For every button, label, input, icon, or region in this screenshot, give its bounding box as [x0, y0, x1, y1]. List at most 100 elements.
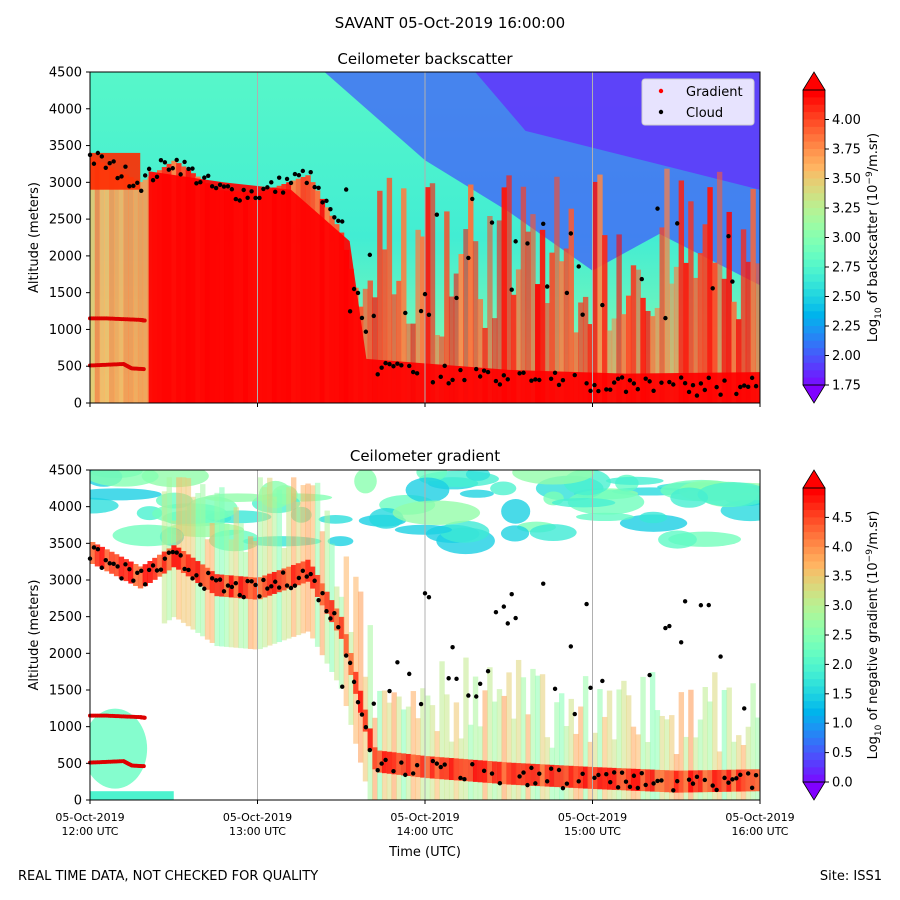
cloud-point [237, 592, 242, 598]
cloud-point [477, 374, 483, 379]
colorbar-tick-label: 1.0 [832, 717, 853, 732]
cloud-point [690, 383, 696, 388]
cloud-point [521, 370, 526, 375]
cloud-point [572, 711, 577, 717]
cloud-point [422, 591, 428, 596]
cloud-point [347, 309, 353, 314]
cloud-point [529, 765, 534, 771]
cloud-point [698, 381, 704, 386]
colorbar-segment [803, 532, 825, 541]
cloud-point [556, 767, 562, 773]
cloud-point [474, 694, 479, 699]
cloud-point [702, 777, 708, 783]
cloud-point [355, 699, 361, 705]
cloud-point [178, 172, 183, 177]
cloud-point [336, 218, 341, 224]
cloud-point [655, 206, 660, 211]
cloud-point [749, 375, 755, 381]
colorbar-segment [803, 141, 825, 150]
y-tick-label: 4500 [49, 464, 82, 479]
y-tick-label: 1500 [49, 684, 82, 699]
cloud-point [343, 187, 349, 192]
colorbar-tick-label: 1.75 [832, 379, 861, 394]
cloud-point [742, 706, 747, 711]
cloud-point [391, 768, 396, 774]
cloud-point [726, 780, 731, 785]
cloud-point [544, 284, 550, 289]
colorbar-tick-label: 3.5 [832, 570, 853, 585]
cloud-point [217, 182, 223, 187]
heatmap-field [90, 470, 760, 800]
cloud-point [430, 380, 436, 385]
colorbar-segment [803, 561, 825, 570]
cloud-point [470, 196, 475, 202]
cloud-point [706, 602, 711, 608]
cloud-point [710, 783, 715, 788]
colorbar-segment [803, 134, 825, 143]
gradient-point [141, 367, 146, 372]
cloud-point [505, 377, 510, 382]
cloud-point [623, 389, 629, 395]
cloud-point [142, 582, 148, 587]
cloud-point [257, 594, 262, 599]
cloud-point [541, 581, 546, 586]
colorbar-segment [803, 517, 825, 526]
cloud-point [379, 365, 384, 370]
cloud-point [407, 363, 412, 369]
cloud-point [206, 570, 211, 576]
cloud-point [663, 625, 668, 631]
cloud-point [753, 773, 759, 778]
colorbar-segment [803, 620, 825, 629]
cloud-point [706, 375, 711, 381]
cloud-point [592, 775, 597, 781]
cloud-point [265, 185, 270, 190]
colorbar-segment [803, 612, 825, 621]
x-axis-label: Time (UTC) [388, 845, 461, 860]
cloud-point [300, 568, 306, 573]
cloud-point [217, 577, 223, 582]
x-tick-time: 15:00 UTC [564, 825, 621, 838]
cloud-point [103, 165, 108, 170]
colorbar-segment [803, 326, 825, 334]
cloud-point [584, 381, 589, 386]
cloud-point [533, 377, 538, 382]
cloud-point [410, 369, 416, 375]
colorbar-segment [803, 163, 825, 172]
cloud-point [604, 772, 609, 777]
cloud-point [115, 564, 120, 569]
cloud-point [509, 591, 514, 597]
colorbar-segment [803, 679, 825, 688]
cloud-point [655, 778, 660, 784]
cloud-point [91, 545, 97, 550]
cloud-point [292, 171, 298, 177]
cloud-point [123, 164, 128, 169]
colorbar-tick-label: 3.25 [832, 202, 861, 217]
colorbar-segment [803, 178, 825, 187]
cloud-point [324, 198, 329, 204]
cloud-point [481, 368, 487, 373]
cloud-point [525, 782, 530, 788]
cloud-point [611, 380, 617, 385]
cloud-point [261, 186, 266, 192]
colorbar-segment [803, 208, 825, 216]
cloud-point [221, 589, 227, 594]
cloud-point [678, 375, 684, 380]
cloud-point [651, 781, 656, 786]
cloud-point [552, 370, 558, 375]
y-axis-label: Altitude (meters) [27, 580, 42, 691]
cloud-point [233, 580, 239, 586]
cloud-point [470, 762, 475, 767]
cloud-point [198, 179, 203, 185]
cloud-point [237, 198, 242, 203]
cloud-point [702, 387, 708, 393]
colorbar-segment [803, 583, 825, 592]
cloud-point [312, 578, 317, 583]
cloud-point [639, 276, 644, 282]
colorbar-segment [803, 745, 825, 754]
cloud-point [513, 239, 518, 244]
colorbar-segment [803, 759, 825, 768]
colorbar-segment [803, 635, 825, 643]
cloud-point [273, 189, 278, 195]
cloud-point [753, 383, 759, 389]
